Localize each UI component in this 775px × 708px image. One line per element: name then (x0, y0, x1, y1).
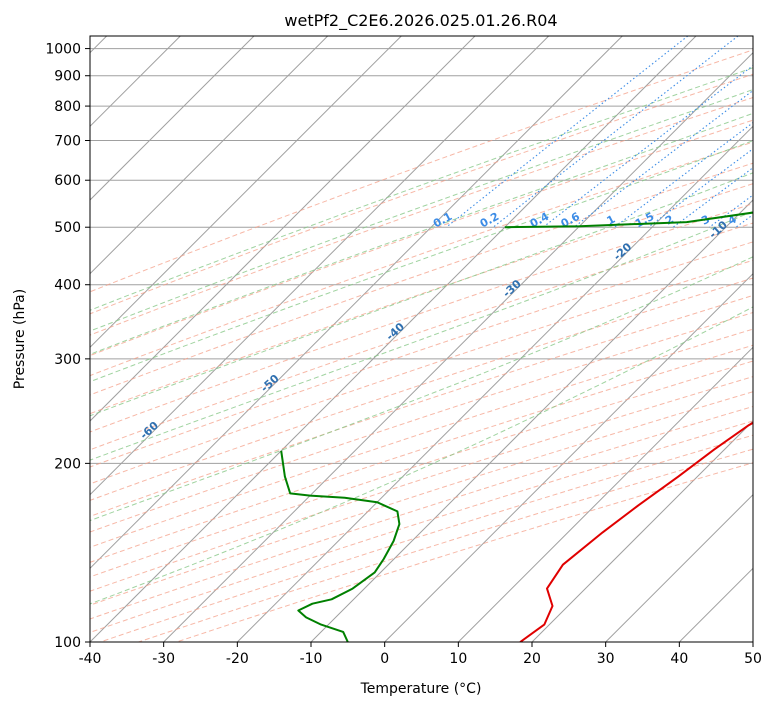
y-tick-label: 200 (54, 456, 81, 472)
y-tick-label: 600 (54, 173, 81, 189)
moist-adiabat-line (90, 256, 753, 522)
mixing-ratio-line (542, 64, 753, 228)
isotherm-line (90, 36, 402, 349)
mixing-ratio-line (672, 167, 753, 228)
y-tick-label: 1000 (45, 42, 81, 58)
dry-adiabat-line (90, 376, 753, 592)
dry-adiabat-line (90, 241, 753, 468)
x-axis-ticks: -40 -30 -20 -10 0 10 20 30 40 50 (79, 642, 762, 667)
dry-adiabat-line (90, 203, 753, 433)
dry-adiabat-line (90, 328, 753, 548)
isotherm-line (384, 272, 753, 642)
mixing-ratio-line (614, 121, 753, 228)
x-tick-label: -40 (79, 651, 102, 667)
y-tick-label: 100 (54, 635, 81, 651)
x-tick-label: -20 (226, 651, 249, 667)
isotherm-line (90, 36, 255, 201)
y-axis-ticks: 100 200 300 400 500 600 700 800 900 1000 (45, 42, 90, 651)
x-axis-label: Temperature (°C) (360, 681, 482, 697)
mixing-ratio-line (445, 36, 689, 228)
profile-series (280, 211, 753, 642)
x-tick-label: -30 (152, 651, 175, 667)
isotherm-line (90, 36, 623, 570)
y-tick-label: 300 (54, 352, 81, 368)
dry-adiabat-line (90, 162, 753, 396)
dry-adiabat-line (90, 311, 753, 533)
y-tick-label: 800 (54, 99, 81, 115)
y-tick-label: 400 (54, 278, 81, 294)
y-tick-label: 900 (54, 69, 81, 85)
isotherm-line (605, 493, 753, 642)
grid-layer (90, 36, 753, 642)
isotherm-line (90, 36, 476, 422)
moist-adiabat-line (90, 210, 753, 461)
dewpoint-profile (280, 450, 401, 642)
moist-adiabat-line (90, 306, 753, 605)
isotherm-line (163, 51, 753, 642)
moist-adiabat-line (90, 89, 753, 332)
x-tick-label: 30 (597, 651, 615, 667)
x-tick-label: 40 (670, 651, 688, 667)
isotherm-line (236, 125, 753, 642)
temperature-profile (519, 421, 753, 642)
x-tick-label: -10 (300, 651, 323, 667)
dry-adiabat-line (90, 405, 753, 620)
y-tick-label: 500 (54, 220, 81, 236)
isotherm-line (457, 346, 753, 642)
chart-title: wetPf2_C2E6.2026.025.01.26.R04 (284, 11, 557, 31)
dry-adiabat-line (90, 183, 753, 415)
dry-adiabat-line (176, 462, 753, 642)
y-tick-label: 700 (54, 133, 81, 149)
x-tick-label: 10 (449, 651, 467, 667)
dry-adiabat-line (90, 277, 753, 501)
isotherm-line (90, 36, 697, 642)
x-tick-label: 50 (744, 651, 762, 667)
moist-adiabat-line (90, 112, 753, 355)
dry-adiabat-line (90, 141, 753, 377)
dry-adiabat-line (90, 360, 753, 578)
dry-adiabat-line (90, 119, 753, 357)
dry-adiabat-line (90, 391, 753, 606)
y-axis-label: Pressure (hPa) (12, 289, 28, 389)
isotherm-line (90, 36, 329, 275)
dry-adiabat-line (90, 344, 753, 563)
x-tick-label: 0 (380, 651, 389, 667)
isotherm-line (310, 199, 753, 642)
isotherm-line (531, 420, 753, 642)
isotherm-line (90, 36, 550, 496)
plot-frame (89, 35, 754, 643)
x-tick-label: 20 (523, 651, 541, 667)
moist-adiabat-line (90, 67, 753, 311)
